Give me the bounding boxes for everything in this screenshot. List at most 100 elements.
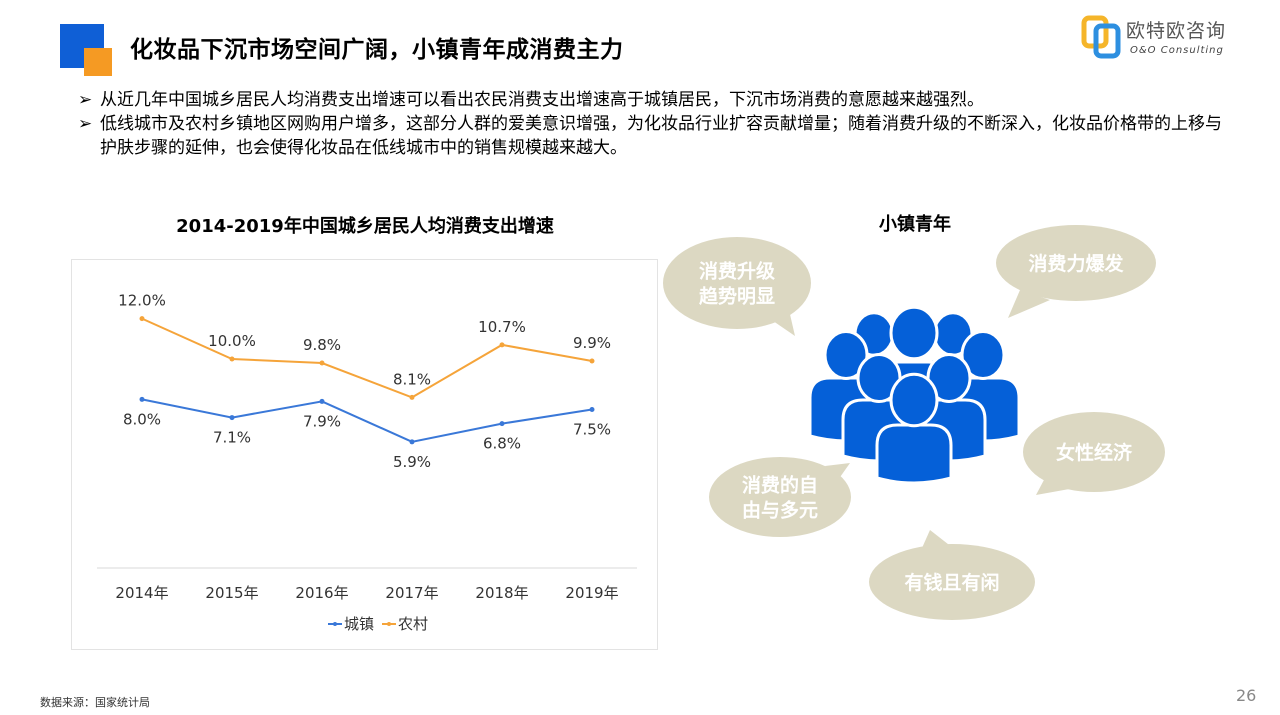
- speech-bubble-tail: [922, 530, 953, 548]
- data-point: [499, 342, 505, 348]
- x-tick-label: 2014年: [115, 584, 168, 602]
- series-line-城镇: [141, 398, 593, 443]
- people-group-icon: [808, 305, 1021, 485]
- data-label: 5.9%: [393, 453, 431, 471]
- data-label: 6.8%: [483, 435, 521, 453]
- data-source: 数据来源：国家统计局: [40, 696, 150, 709]
- speech-bubble: 女性经济: [1023, 412, 1165, 495]
- data-point: [409, 394, 415, 400]
- x-tick-label: 2015年: [205, 584, 258, 602]
- page-number: 26: [1236, 686, 1257, 705]
- data-label: 9.8%: [303, 336, 341, 354]
- person-body: [875, 423, 953, 485]
- title-decoration-orange: [84, 48, 112, 76]
- bullet-item: ➢ 低线城市及农村乡镇地区网购用户增多，这部分人群的爱美意识增强，为化妆品行业扩…: [78, 112, 1238, 160]
- data-label: 7.1%: [213, 429, 251, 447]
- data-label: 8.1%: [393, 370, 431, 388]
- person-icon: [875, 372, 953, 485]
- data-point: [229, 415, 235, 421]
- data-point: [589, 407, 595, 412]
- person-body: [842, 356, 906, 423]
- data-label: 10.7%: [478, 318, 526, 336]
- person-icon: [842, 311, 906, 423]
- person-head: [856, 352, 902, 404]
- speech-bubble-tail: [1036, 478, 1075, 495]
- speech-bubble-body: [663, 237, 811, 329]
- person-body: [841, 398, 917, 463]
- bubble-text: 趋势明显: [699, 285, 775, 308]
- data-label: 9.9%: [573, 334, 611, 352]
- person-icon: [921, 311, 985, 423]
- person-body: [880, 360, 948, 428]
- data-point: [589, 358, 595, 364]
- logo-text-cn: 欧特欧咨询: [1126, 20, 1227, 42]
- speech-bubble-body: [1023, 412, 1165, 492]
- person-body: [808, 376, 884, 443]
- x-tick-label: 2016年: [295, 584, 348, 602]
- chart-frame: 2014年 2015年 2016年 2017年 2018年 2019年 8.0% 7.1% 7.…: [71, 259, 658, 650]
- chart-title: 2014-2019年中国城乡居民人均消费支出增速: [176, 216, 554, 237]
- data-point: [319, 360, 325, 366]
- speech-bubble-tail: [1008, 290, 1050, 318]
- data-label: 7.5%: [573, 421, 611, 439]
- person-head: [853, 311, 895, 357]
- person-icon: [880, 305, 948, 428]
- data-label: 12.0%: [118, 292, 166, 310]
- data-label: 8.0%: [123, 410, 161, 428]
- logo-mark-icon: [1081, 15, 1121, 59]
- bubble-text: 有钱且有闲: [904, 571, 999, 594]
- person-head: [932, 311, 974, 357]
- person-head: [823, 329, 869, 381]
- diagram-title: 小镇青年: [879, 214, 951, 235]
- person-icon: [945, 329, 1021, 443]
- arrow-bullet-icon: ➢: [78, 90, 93, 110]
- speech-bubble: 消费力爆发: [996, 225, 1156, 318]
- speech-bubble-tail: [760, 310, 795, 336]
- bullet-item: ➢ 从近几年中国城乡居民人均消费支出增速可以看出农民消费支出增速高于城镇居民，下…: [78, 88, 1238, 112]
- data-point: [499, 421, 505, 427]
- page-title: 化妆品下沉市场空间广阔，小镇青年成消费主力: [130, 37, 624, 63]
- legend-marker: [387, 622, 391, 626]
- person-icon: [808, 329, 884, 443]
- person-head: [889, 305, 939, 361]
- bullet-text: 从近几年中国城乡居民人均消费支出增速可以看出农民消费支出增速高于城镇居民，下沉市…: [100, 90, 984, 110]
- bubble-text: 女性经济: [1056, 441, 1133, 464]
- person-body: [945, 376, 1021, 443]
- person-icon: [841, 352, 917, 463]
- person-body: [911, 398, 987, 463]
- x-tick-label: 2019年: [565, 584, 618, 602]
- person-head: [926, 352, 972, 404]
- bubble-text: 消费升级: [699, 260, 775, 283]
- data-point: [139, 316, 145, 322]
- speech-bubble: 有钱且有闲: [869, 530, 1035, 620]
- legend-label: 农村: [398, 615, 428, 633]
- bubble-text: 由与多元: [742, 499, 818, 522]
- person-icon: [911, 352, 987, 463]
- data-label: 10.0%: [208, 332, 256, 350]
- speech-bubble-tail: [825, 463, 850, 480]
- legend-marker: [333, 622, 337, 626]
- data-point: [409, 439, 415, 445]
- data-label: 7.9%: [303, 412, 341, 430]
- series-line-农村: [141, 317, 593, 399]
- speech-bubble-body: [869, 544, 1035, 620]
- person-head: [889, 372, 939, 428]
- data-point: [229, 356, 235, 362]
- arrow-bullet-icon: ➢: [78, 114, 93, 134]
- x-tick-label: 2018年: [475, 584, 528, 602]
- logo-text-en: O&O Consulting: [1130, 45, 1224, 56]
- bullet-text: 低线城市及农村乡镇地区网购用户增多，这部分人群的爱美意识增强，为化妆品行业扩容贡…: [100, 114, 1222, 158]
- person-head: [960, 329, 1006, 381]
- x-tick-label: 2017年: [385, 584, 438, 602]
- bubble-text: 消费力爆发: [1028, 252, 1124, 275]
- data-point: [139, 396, 145, 402]
- data-point: [319, 398, 325, 404]
- speech-bubble-body: [709, 457, 851, 537]
- line-chart: 2014年 2015年 2016年 2017年 2018年 2019年 8.0% 7.1% 7.…: [97, 292, 637, 633]
- bullet-list: ➢ 从近几年中国城乡居民人均消费支出增速可以看出农民消费支出增速高于城镇居民，下…: [78, 88, 1238, 160]
- speech-bubble-body: [996, 225, 1156, 301]
- bubble-text: 消费的自: [742, 474, 818, 497]
